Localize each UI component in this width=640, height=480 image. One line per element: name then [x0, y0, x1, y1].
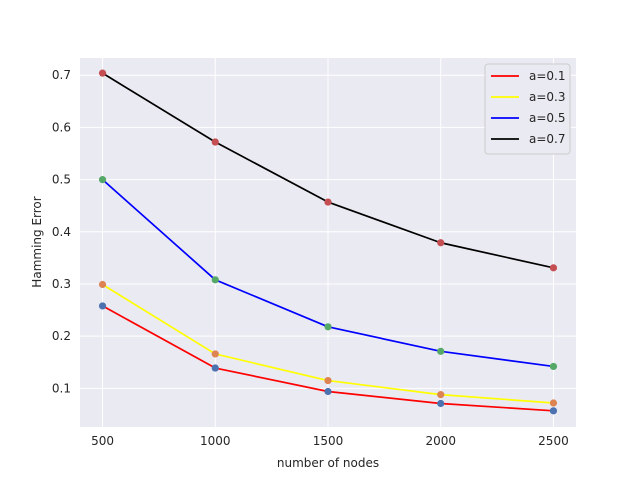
- y-tick-label: 0.2: [52, 329, 71, 343]
- x-tick-label: 2500: [538, 434, 569, 448]
- data-point: [437, 391, 445, 399]
- y-axis-label: Hamming Error: [30, 196, 44, 287]
- data-point: [98, 69, 107, 77]
- x-axis-label: number of nodes: [277, 456, 379, 470]
- data-point: [324, 323, 332, 331]
- x-tick-label: 1500: [313, 434, 344, 448]
- x-tick-label: 1000: [200, 434, 231, 448]
- data-point: [324, 376, 332, 385]
- data-point: [549, 362, 558, 371]
- legend-label: a=0.5: [529, 111, 566, 125]
- data-point: [324, 387, 332, 396]
- data-point: [211, 350, 219, 358]
- data-point: [211, 276, 219, 284]
- data-point: [211, 138, 219, 146]
- y-tick-label: 0.5: [52, 173, 71, 187]
- data-point: [549, 399, 558, 407]
- y-tick-label: 0.1: [52, 381, 71, 395]
- data-point: [324, 198, 332, 206]
- y-tick-label: 0.4: [52, 225, 71, 239]
- x-axis-ticks: 500 1000 1500 2000 2500: [91, 434, 569, 448]
- legend-label: a=0.3: [529, 90, 566, 104]
- data-point: [98, 280, 107, 289]
- data-point: [437, 347, 445, 355]
- legend: a=0.1 a=0.3 a=0.5 a=0.7: [484, 63, 571, 155]
- y-tick-label: 0.6: [52, 120, 71, 134]
- y-axis-ticks: 0.1 0.2 0.3 0.4 0.5 0.6 0.7: [52, 68, 71, 395]
- data-point: [98, 176, 107, 184]
- legend-box: [484, 63, 571, 155]
- x-tick-label: 500: [91, 434, 114, 448]
- y-tick-label: 0.3: [52, 277, 71, 291]
- data-point: [549, 264, 558, 272]
- data-point: [437, 239, 445, 247]
- y-tick-label: 0.7: [52, 68, 71, 82]
- data-point: [549, 407, 558, 415]
- legend-label: a=0.7: [529, 132, 566, 146]
- legend-label: a=0.1: [529, 69, 566, 83]
- data-point: [211, 364, 219, 372]
- x-tick-label: 2000: [425, 434, 456, 448]
- data-point: [437, 399, 445, 408]
- data-points: [98, 69, 558, 415]
- data-point: [98, 302, 107, 310]
